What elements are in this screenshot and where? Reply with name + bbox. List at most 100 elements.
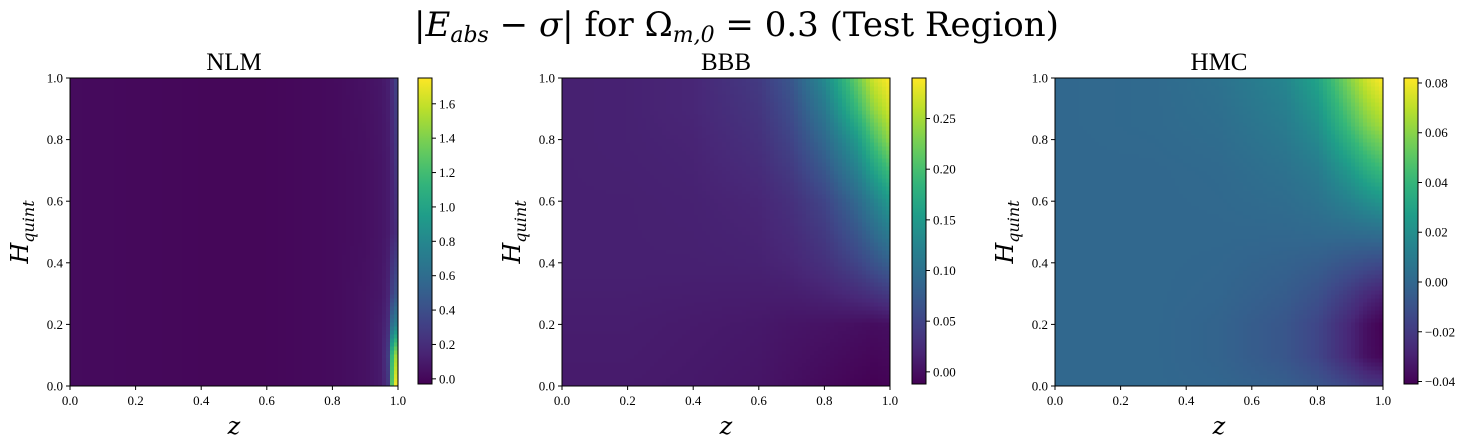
heatmap-cell xyxy=(138,378,143,383)
heatmap-cell xyxy=(366,278,371,283)
heatmap-cell xyxy=(218,254,223,259)
heatmap-cell xyxy=(218,262,223,267)
heatmap-cell xyxy=(378,322,383,327)
heatmap-cell xyxy=(126,378,131,383)
heatmap-cell xyxy=(182,346,187,351)
heatmap-cell xyxy=(182,382,187,387)
heatmap-cell xyxy=(354,258,359,263)
heatmap-cell xyxy=(390,326,395,331)
heatmap-cell xyxy=(110,350,115,355)
heatmap-cell xyxy=(146,242,151,247)
heatmap-cell xyxy=(98,330,103,335)
heatmap-cell xyxy=(206,370,211,375)
heatmap-cell xyxy=(318,370,323,375)
heatmap-cell xyxy=(150,142,155,147)
heatmap-cell xyxy=(262,190,267,195)
heatmap-cell xyxy=(378,194,383,199)
heatmap-cell xyxy=(218,218,223,223)
heatmap-cell xyxy=(110,290,115,295)
heatmap-cell xyxy=(290,274,295,279)
heatmap-cell xyxy=(262,266,267,271)
heatmap-cell xyxy=(154,158,159,163)
heatmap-cell xyxy=(70,338,75,343)
heatmap-cell xyxy=(134,334,139,339)
heatmap-cell xyxy=(126,158,131,163)
heatmap-cell xyxy=(142,362,147,367)
heatmap-cell xyxy=(326,158,331,163)
heatmap-cell xyxy=(86,170,91,175)
heatmap-cell xyxy=(130,166,135,171)
heatmap-cell xyxy=(310,142,315,147)
heatmap-cell xyxy=(70,242,75,247)
heatmap-cell xyxy=(238,330,243,335)
heatmap-cell xyxy=(146,198,151,203)
heatmap-cell xyxy=(78,342,83,347)
heatmap-cell xyxy=(106,342,111,347)
heatmap-cell xyxy=(346,234,351,239)
heatmap-cell xyxy=(190,234,195,239)
heatmap-cell xyxy=(274,370,279,375)
heatmap-cell xyxy=(270,258,275,263)
heatmap-cell xyxy=(230,242,235,247)
heatmap-cell xyxy=(162,210,167,215)
heatmap-cell xyxy=(294,206,299,211)
heatmap-cell xyxy=(122,186,127,191)
heatmap-cell xyxy=(70,370,75,375)
heatmap-cell xyxy=(102,206,107,211)
heatmap-cell xyxy=(190,238,195,243)
heatmap-cell xyxy=(358,282,363,287)
heatmap-cell xyxy=(94,202,99,207)
heatmap-cell xyxy=(358,290,363,295)
heatmap-cell xyxy=(82,162,87,167)
heatmap-cell xyxy=(218,282,223,287)
heatmap-cell xyxy=(234,278,239,283)
heatmap-cell xyxy=(70,350,75,355)
heatmap-cell xyxy=(286,366,291,371)
heatmap-cell xyxy=(226,154,231,159)
heatmap-cell xyxy=(262,226,267,231)
heatmap-cell xyxy=(374,382,379,387)
heatmap-cell xyxy=(206,262,211,267)
heatmap-cell xyxy=(106,322,111,327)
heatmap-cell xyxy=(358,206,363,211)
heatmap-cell xyxy=(334,334,339,339)
heatmap-cell xyxy=(98,214,103,219)
heatmap-cell xyxy=(386,178,391,183)
heatmap-cell xyxy=(366,358,371,363)
heatmap-cell xyxy=(246,214,251,219)
heatmap-cell xyxy=(106,226,111,231)
heatmap-cell xyxy=(370,290,375,295)
heatmap-cell xyxy=(178,266,183,271)
heatmap-cell xyxy=(126,194,131,199)
heatmap-cell xyxy=(326,338,331,343)
heatmap-cell xyxy=(106,198,111,203)
heatmap-cell xyxy=(182,330,187,335)
heatmap-cell xyxy=(114,314,119,319)
heatmap-cell xyxy=(266,322,271,327)
heatmap-cell xyxy=(246,142,251,147)
heatmap-cell xyxy=(362,222,367,227)
heatmap-cell xyxy=(266,270,271,275)
heatmap-cell xyxy=(242,286,247,291)
heatmap-cell xyxy=(302,278,307,283)
heatmap-cell xyxy=(358,174,363,179)
heatmap-cell xyxy=(98,162,103,167)
heatmap-cell xyxy=(282,382,287,387)
heatmap-cell xyxy=(322,338,327,343)
heatmap-cell xyxy=(362,154,367,159)
heatmap-cell xyxy=(98,242,103,247)
heatmap-cell xyxy=(306,238,311,243)
heatmap-cell xyxy=(302,318,307,323)
heatmap-cell xyxy=(338,298,343,303)
heatmap-cell xyxy=(326,366,331,371)
heatmap-cell xyxy=(126,178,131,183)
heatmap-cell xyxy=(134,206,139,211)
heatmap-cell xyxy=(226,186,231,191)
heatmap-cell xyxy=(214,334,219,339)
heatmap-cell xyxy=(238,190,243,195)
heatmap-cell xyxy=(242,186,247,191)
heatmap-cell xyxy=(286,378,291,383)
heatmap-cell xyxy=(78,166,83,171)
heatmap-cell xyxy=(306,298,311,303)
heatmap-cell xyxy=(382,326,387,331)
